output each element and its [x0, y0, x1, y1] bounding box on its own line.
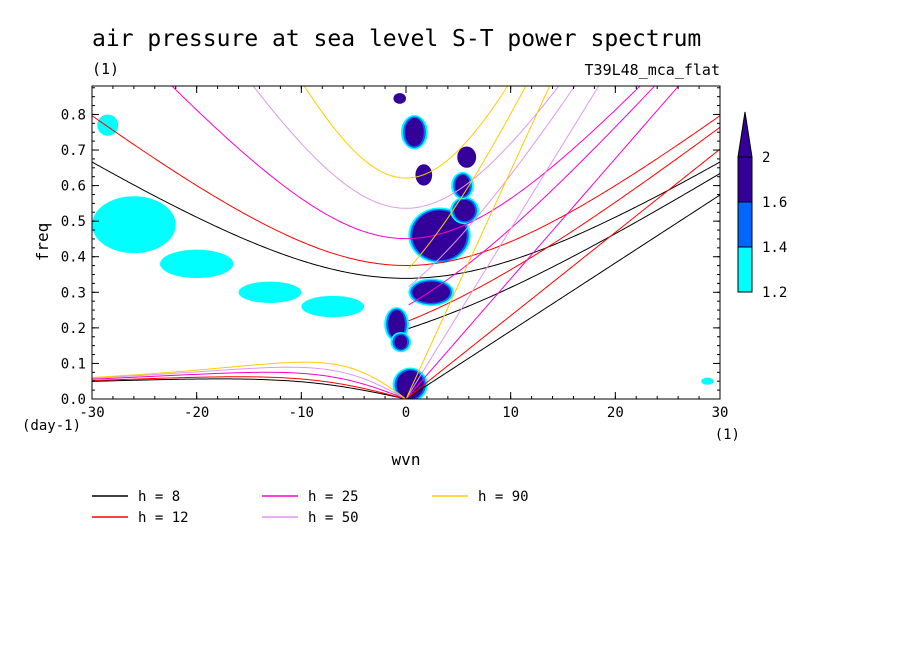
- colorbar: 1.2 1.4 1.6 2: [737, 111, 787, 301]
- y-axis: 0.0 0.1 0.2 0.3 0.4 0.5 0.6 0.7 0.8: [61, 87, 720, 408]
- x-unit-label: (1): [715, 427, 740, 443]
- contour-region: [404, 118, 424, 147]
- colorbar-label: 1.2: [762, 285, 787, 301]
- inertia-gravity-curve: [92, 115, 720, 266]
- colorbar-band: [737, 246, 753, 293]
- kelvin-curve: [405, 194, 720, 399]
- colorbar-triangle: [737, 111, 753, 158]
- inertia-gravity-curve: [252, 86, 560, 209]
- contour-region: [388, 310, 405, 339]
- mixed-rossby-gravity-curve: [408, 86, 656, 306]
- colorbar-label: 1.6: [762, 195, 787, 211]
- contour-region: [97, 114, 119, 136]
- inertia-gravity-curve: [92, 161, 720, 279]
- contour-region: [160, 249, 234, 279]
- legend-label: h = 90: [478, 489, 529, 505]
- colorbar-label: 2: [762, 150, 770, 166]
- contour-region: [301, 295, 365, 318]
- contour-region: [454, 199, 476, 222]
- y-tick-label: 0.8: [61, 107, 86, 123]
- kelvin-curve: [405, 148, 720, 399]
- y-tick-label: 0.0: [61, 392, 86, 408]
- contour-region: [394, 334, 408, 350]
- x-tick-label: 10: [502, 405, 519, 421]
- x-tick-label: 0: [402, 405, 410, 421]
- y-tick-label: 0.5: [61, 214, 86, 230]
- inertia-gravity-curve: [171, 86, 641, 240]
- legend-label: h = 8: [138, 489, 180, 505]
- y-axis-label: freq: [33, 223, 52, 262]
- run-label: T39L48_mca_flat: [585, 61, 720, 79]
- rossby-curve: [92, 376, 408, 399]
- legend: h = 8 h = 12 h = 25 h = 50 h = 90: [92, 489, 529, 526]
- chart-units: (1): [92, 60, 119, 78]
- mixed-rossby-gravity-curve: [408, 172, 720, 329]
- colorbar-band: [737, 156, 753, 203]
- rossby-curve: [92, 366, 408, 399]
- mixed-rossby-gravity-curve: [408, 86, 576, 288]
- legend-label: h = 12: [138, 510, 189, 526]
- chart-title: air pressure at sea level S-T power spec…: [92, 26, 701, 52]
- colorbar-band: [737, 201, 753, 248]
- x-tick-label: -10: [289, 405, 314, 421]
- contour-region: [457, 146, 477, 168]
- rossby-curve: [92, 371, 408, 399]
- y-tick-label: 0.6: [61, 179, 86, 195]
- y-unit-label: (day-1): [22, 418, 81, 434]
- rossby-curve: [92, 378, 409, 399]
- colorbar-label: 1.4: [762, 240, 787, 256]
- y-tick-label: 0.4: [61, 250, 86, 266]
- x-axis: -30 -20 -10 0 10 20 30: [79, 86, 728, 421]
- y-tick-label: 0.1: [61, 356, 86, 372]
- y-tick-label: 0.2: [61, 321, 86, 337]
- x-tick-label: 20: [607, 405, 624, 421]
- rossby-curve: [92, 361, 407, 399]
- contour-region: [92, 196, 176, 254]
- y-tick-label: 0.7: [61, 143, 86, 159]
- contour-region: [701, 377, 714, 385]
- contour-region: [455, 174, 470, 197]
- contour-region: [412, 281, 450, 303]
- shaded-contours: [92, 93, 714, 399]
- x-tick-label: -20: [184, 405, 209, 421]
- legend-label: h = 50: [308, 510, 359, 526]
- y-tick-label: 0.3: [61, 285, 86, 301]
- legend-label: h = 25: [308, 489, 359, 505]
- inertia-gravity-curve: [303, 86, 509, 179]
- kelvin-curve: [405, 86, 551, 399]
- mixed-rossby-gravity-curve: [408, 86, 527, 269]
- x-tick-label: -30: [79, 405, 104, 421]
- x-tick-label: 30: [712, 405, 729, 421]
- contour-region: [393, 93, 406, 104]
- kelvin-curve: [405, 86, 680, 399]
- contour-region: [238, 281, 302, 303]
- dispersion-curves: [92, 86, 720, 399]
- kelvin-curve: [405, 86, 600, 399]
- mixed-rossby-gravity-curve: [408, 126, 720, 322]
- x-axis-label: wvn: [392, 450, 421, 469]
